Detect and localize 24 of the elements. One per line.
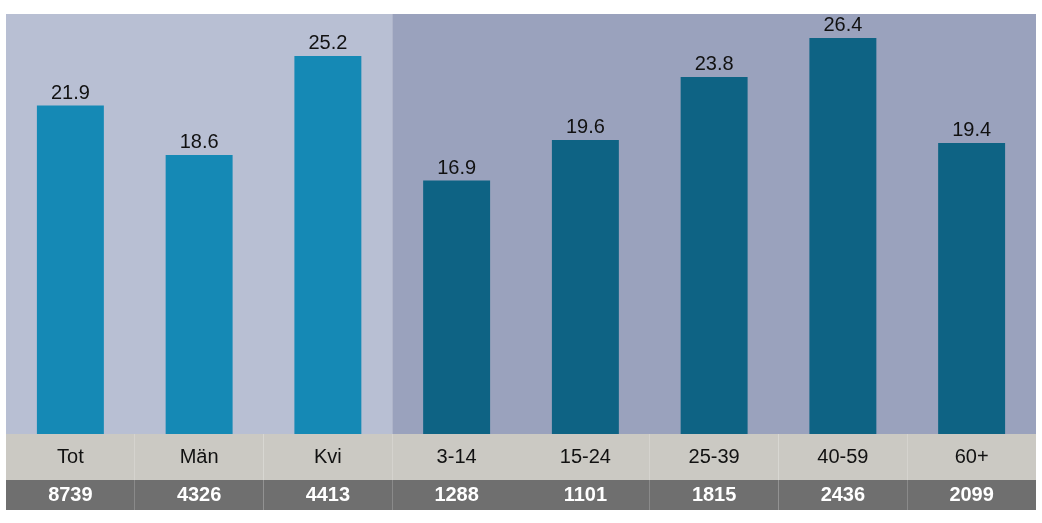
data-label: 18.6 xyxy=(179,130,219,152)
data-label: 19.6 xyxy=(565,115,605,137)
text: 2099 xyxy=(949,483,994,505)
x-tick-label: Tot xyxy=(57,445,85,467)
text: 2436 xyxy=(820,483,866,505)
x-tick-label: Kvi xyxy=(313,445,342,467)
data-label: 21.9 xyxy=(50,80,90,103)
data-label: 19.4 xyxy=(952,118,992,140)
data-label: 26.4 xyxy=(823,13,863,35)
x-tick-label: 60+ xyxy=(954,445,989,467)
data-label: 25.2 xyxy=(308,31,348,53)
x-tick-label: Män xyxy=(179,445,219,467)
x-tick-label: 3-14 xyxy=(436,445,477,467)
x-tick-label: 25-39 xyxy=(688,445,740,467)
data-label: 23.8 xyxy=(694,52,734,74)
text: 1101 xyxy=(563,483,608,505)
x-tick-label: 15-24 xyxy=(559,445,611,467)
text: 8739 xyxy=(48,483,93,505)
text: 1288 xyxy=(434,483,479,505)
x-tick-label: 40-59 xyxy=(817,445,869,467)
text: 1815 xyxy=(691,483,737,505)
text: 4326 xyxy=(176,483,222,505)
text: 4413 xyxy=(305,483,351,505)
data-label: 16.9 xyxy=(437,155,477,178)
